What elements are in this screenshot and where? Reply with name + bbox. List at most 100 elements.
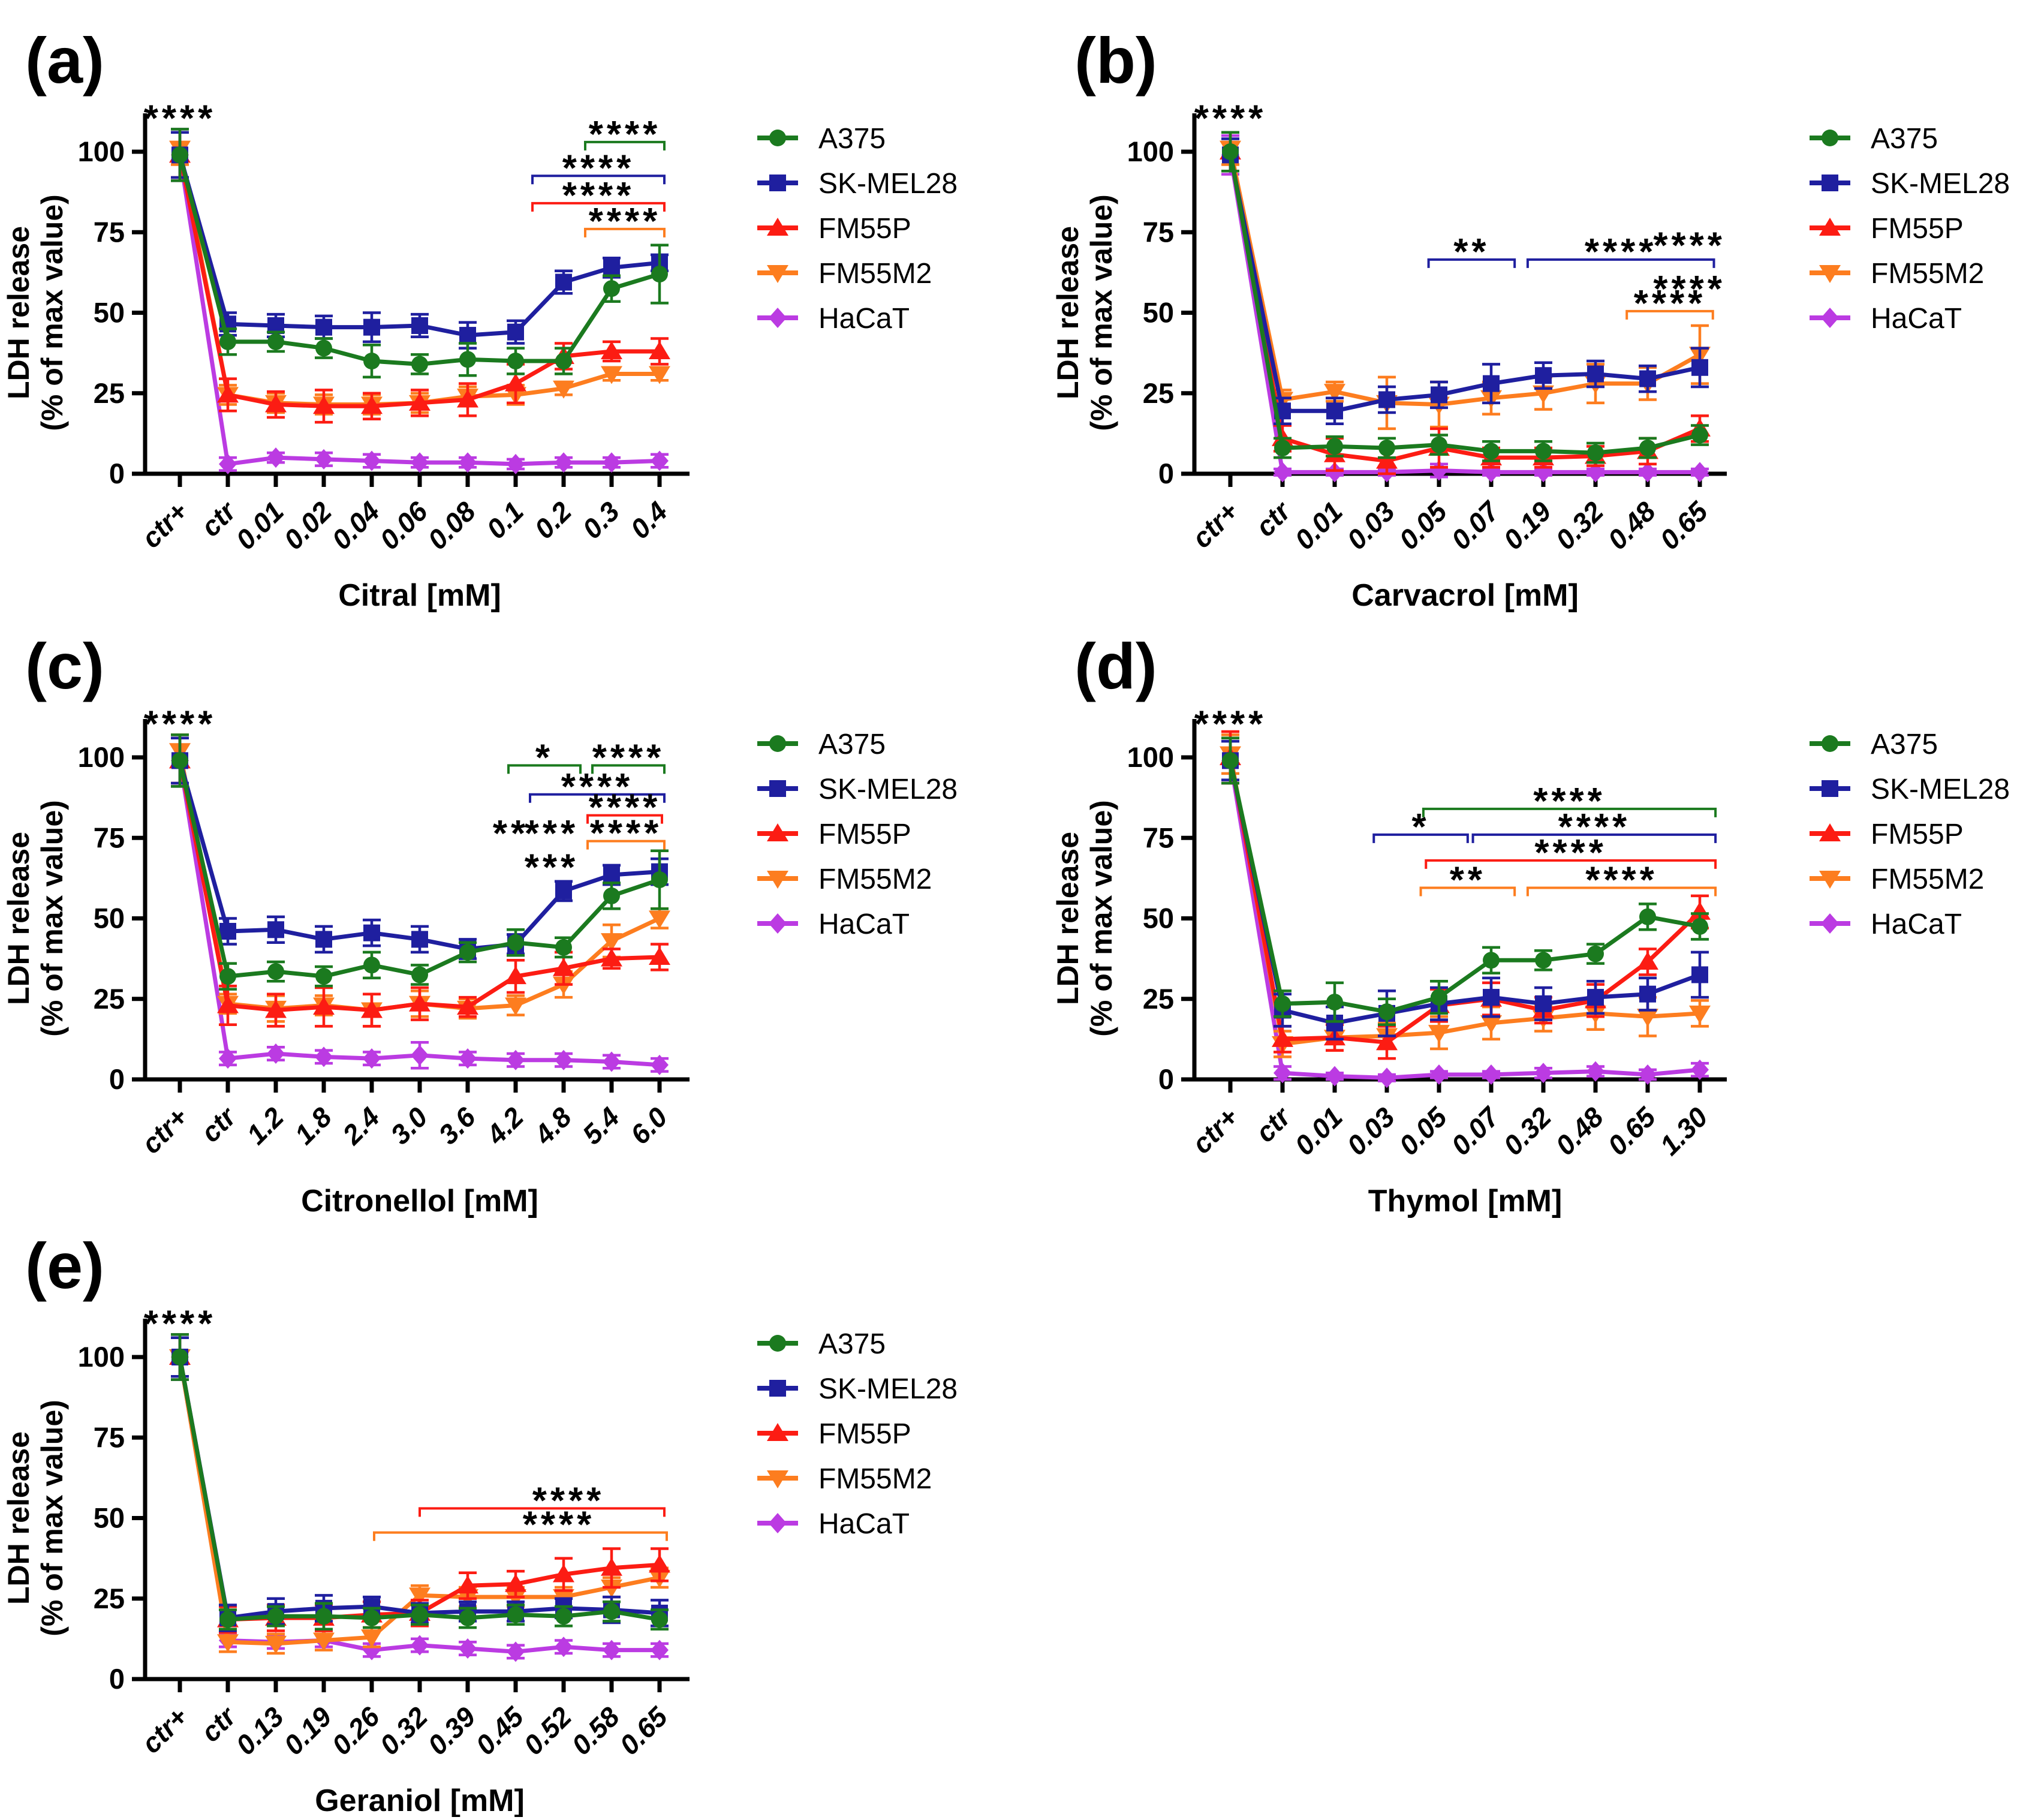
x-tick-label-1.8: 1.8: [288, 1101, 338, 1150]
data-point-a375: [315, 1608, 332, 1625]
data-point-hacat: [459, 1048, 477, 1069]
x-tick-label-0.39: 0.39: [422, 1701, 481, 1761]
data-point-sk-mel28: [507, 323, 524, 341]
data-point-hacat: [507, 1641, 525, 1662]
data-point-a375: [1431, 436, 1447, 453]
data-point-a375: [171, 1349, 188, 1365]
data-point-fm55p: [1689, 901, 1711, 920]
sig-bracket-line: [584, 140, 666, 151]
data-point-fm55p: [649, 341, 670, 359]
y-tick-label-75: 75: [94, 1421, 125, 1453]
legend-item-a375: A375: [1810, 729, 1938, 760]
legend-item-hacat: HaCaT: [757, 1508, 910, 1540]
data-point-sk-mel28: [1691, 359, 1708, 376]
x-tick-label-0.07: 0.07: [1445, 1100, 1506, 1162]
data-point-hacat: [315, 1046, 333, 1067]
sig-asterisks: **: [493, 813, 529, 855]
legend-item-sk-mel28: SK-MEL28: [757, 1373, 958, 1405]
data-point-hacat: [219, 453, 237, 474]
data-point-hacat: [315, 449, 333, 470]
data-point-fm55p: [505, 966, 526, 985]
data-point-sk-mel28: [363, 318, 380, 336]
data-point-hacat: [363, 450, 381, 471]
data-point-fm55m2: [553, 380, 574, 399]
sig-asterisks: ****: [589, 201, 661, 242]
sig-asterisks: **: [1450, 859, 1486, 901]
panel-letter-e: (e): [25, 1229, 104, 1302]
data-point-fm55p: [409, 993, 431, 1012]
data-point-hacat: [459, 452, 477, 473]
sig-bracket-d-6: ****: [1526, 859, 1717, 901]
sig-asterisks: ****: [523, 1505, 595, 1546]
x-tick-label-0.07: 0.07: [1445, 495, 1506, 556]
y-tick-label-0: 0: [109, 458, 125, 489]
data-point-sk-mel28: [1587, 989, 1604, 1006]
x-tick-label-0.01: 0.01: [230, 495, 290, 555]
data-point-fm55p: [457, 997, 478, 1015]
panel-letter-c: (c): [25, 630, 104, 702]
data-point-hacat: [555, 452, 573, 473]
data-point-fm55p: [313, 997, 335, 1015]
data-point-sk-mel28: [219, 922, 236, 940]
data-point-a375: [363, 1609, 380, 1626]
sig-bracket-c-3: ****: [529, 766, 666, 808]
sig-asterisks: ****: [561, 766, 634, 808]
data-point-hacat: [507, 453, 525, 474]
data-point-sk-mel28: [1639, 985, 1656, 1003]
data-point-a375: [459, 943, 476, 961]
legend-label-fm55m2: FM55M2: [1871, 258, 1984, 290]
data-point-a375: [507, 1606, 524, 1623]
legend-marker-fm55m2-icon: [767, 871, 788, 889]
data-point-a375: [1222, 752, 1239, 769]
legend-item-sk-mel28: SK-MEL28: [1810, 774, 2010, 805]
data-point-a375: [363, 956, 380, 974]
data-point-hacat: [507, 1049, 525, 1070]
data-point-fm55m2: [505, 997, 526, 1016]
data-point-a375: [651, 1611, 668, 1628]
series-hacat: [171, 733, 669, 1075]
sig-asterisks: ****: [144, 1304, 216, 1345]
sig-bracket-line: [419, 1507, 666, 1517]
data-point-a375: [1431, 989, 1447, 1006]
legend-marker-fm55p-icon: [767, 1423, 788, 1441]
data-point-fm55m2: [649, 910, 670, 929]
legend-label-fm55m2: FM55M2: [818, 1463, 932, 1495]
sig-asterisks: ****: [532, 1480, 605, 1521]
sig-label-b-0: ****: [1194, 98, 1263, 140]
legend-item-fm55p: FM55P: [1810, 819, 1964, 850]
y-tick-label-25: 25: [94, 1583, 125, 1614]
data-point-a375: [219, 333, 236, 350]
legend-label-sk-mel28: SK-MEL28: [818, 1373, 958, 1405]
legend-item-sk-mel28: SK-MEL28: [757, 168, 958, 200]
data-point-fm55m2: [1637, 1009, 1658, 1027]
x-tick-label-0.65: 0.65: [1601, 1100, 1662, 1161]
series-line-hacat: [1228, 154, 1700, 474]
sig-bracket-line: [1422, 807, 1717, 817]
data-point-fm55p: [313, 396, 335, 414]
series-line-fm55m2: [1228, 148, 1701, 407]
y-tick-label-50: 50: [1143, 297, 1174, 329]
sig-asterisks: ****: [590, 813, 663, 855]
data-point-sk-mel28: [1639, 370, 1656, 387]
y-tick-label-100: 100: [1127, 741, 1174, 773]
legend-e: A375 SK-MEL28 FM55P FM55M2 HaCaT: [757, 1328, 958, 1540]
x-tick-label-0.45: 0.45: [469, 1700, 530, 1761]
data-point-hacat: [603, 452, 621, 473]
legend-marker-fm55p-icon: [767, 823, 788, 841]
data-point-hacat: [1691, 462, 1709, 483]
panel-c: (c) 0 25 50 75 100 ctr+ ctr1.21.82.43.03.64.24.…: [2, 630, 958, 1219]
data-point-a375: [267, 333, 284, 350]
data-point-fm55p: [217, 995, 239, 1013]
data-point-hacat: [603, 1051, 621, 1072]
data-point-sk-mel28: [1483, 989, 1500, 1006]
data-point-sk-mel28: [363, 924, 380, 941]
y-axis-title: LDH release(% of max value): [2, 800, 69, 1037]
data-point-sk-mel28: [555, 273, 572, 291]
data-point-hacat: [1326, 462, 1344, 483]
sig-asterisks: ****: [589, 114, 661, 155]
series-line-fm55p: [1228, 151, 1701, 464]
data-point-hacat: [651, 1639, 669, 1660]
sig-bracket-c-7: ****: [586, 813, 666, 855]
